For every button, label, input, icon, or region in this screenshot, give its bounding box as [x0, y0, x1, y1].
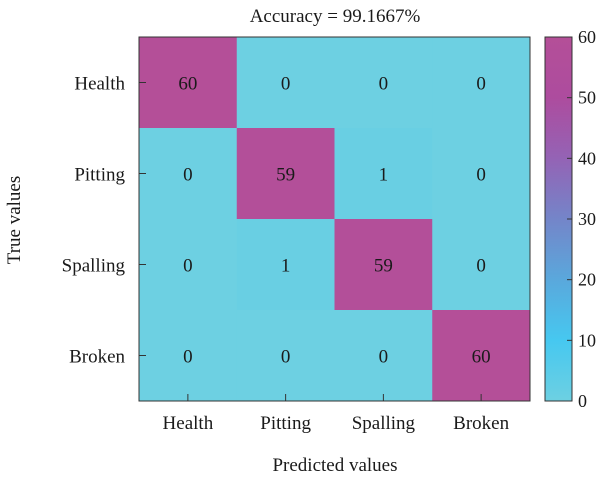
- cell-value-label: 0: [476, 74, 486, 95]
- cell-value-label: 0: [281, 74, 291, 95]
- chart-title: Accuracy = 99.1667%: [250, 6, 421, 27]
- y-axis-label: True values: [4, 176, 25, 265]
- colorbar-tick-label: 60: [578, 27, 596, 47]
- colorbar-tick-label: 10: [578, 330, 596, 350]
- colorbar-tick-label: 20: [578, 270, 596, 290]
- y-axis-ticks: Health Pitting Spalling Broken: [62, 74, 146, 368]
- heatmap-cell: [236, 128, 335, 220]
- heatmap-cell: [139, 310, 238, 402]
- y-tick-label: Pitting: [74, 165, 125, 186]
- cell-value-label: 0: [183, 256, 193, 277]
- heatmap-cell: [334, 37, 433, 129]
- x-tick-label: Broken: [453, 413, 509, 434]
- heatmap-cell: [432, 37, 531, 129]
- cell-value-label: 0: [379, 347, 389, 368]
- colorbar-tick-label: 0: [578, 391, 587, 411]
- x-tick-label: Health: [163, 413, 214, 434]
- y-tick-label: Broken: [69, 347, 125, 368]
- cell-value-label: 0: [183, 165, 193, 186]
- cell-value-label: 1: [281, 256, 291, 277]
- heatmap-cell: [334, 310, 433, 402]
- cell-value-label: 0: [183, 347, 193, 368]
- cell-value-label: 0: [476, 165, 486, 186]
- cell-value-label: 60: [472, 347, 491, 368]
- heatmap-cell: [236, 37, 335, 129]
- heatmap-cell: [432, 219, 531, 311]
- cell-value-label: 0: [379, 74, 389, 95]
- heatmap-cell: [334, 219, 433, 311]
- x-tick-label: Spalling: [352, 413, 416, 434]
- x-axis-ticks: Health Pitting Spalling Broken: [163, 394, 510, 434]
- heatmap-cell: [139, 219, 238, 311]
- heatmap-cell: [236, 310, 335, 402]
- colorbar-tick-label: 50: [578, 88, 596, 108]
- x-axis-label: Predicted values: [272, 455, 397, 476]
- x-tick-label: Pitting: [260, 413, 311, 434]
- heatmap-cell: [432, 310, 531, 402]
- cell-value-label: 0: [281, 347, 291, 368]
- cell-value-label: 59: [374, 256, 393, 277]
- heatmap-cells: 60 0 0 0 0 59 1 0 0 1 59 0 0 0 0 60: [139, 37, 531, 402]
- colorbar-tick-label: 40: [578, 148, 596, 168]
- heatmap-cell: [334, 128, 433, 220]
- y-tick-label: Health: [74, 74, 125, 95]
- heatmap-cell: [236, 219, 335, 311]
- cell-value-label: 60: [178, 74, 197, 95]
- plot-frame: [138, 36, 531, 402]
- colorbar-ticks: 0 10 20 30 40 50 60: [567, 27, 596, 411]
- heatmap-cell: [139, 37, 238, 129]
- cell-value-label: 59: [276, 165, 295, 186]
- y-tick-label: Spalling: [62, 256, 126, 277]
- cell-value-label: 0: [476, 256, 486, 277]
- heatmap-cell: [139, 128, 238, 220]
- cell-value-label: 1: [379, 165, 389, 186]
- colorbar-tick-label: 30: [578, 209, 596, 229]
- heatmap-cell: [432, 128, 531, 220]
